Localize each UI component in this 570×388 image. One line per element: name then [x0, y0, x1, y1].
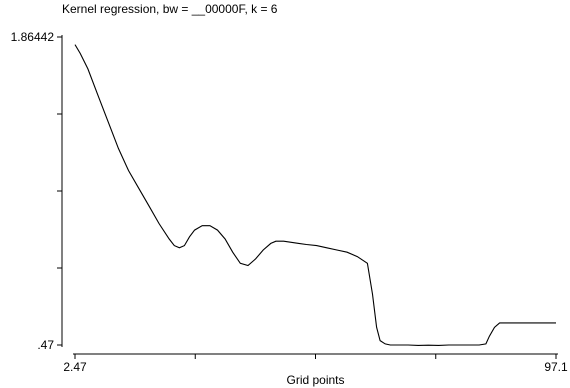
y-tick-label-min: .47: [37, 338, 54, 352]
axis-ticks: [57, 36, 557, 359]
series-line: [74, 44, 556, 346]
y-tick-label-max: 1.86442: [11, 30, 55, 44]
x-tick-label-min: 2.47: [63, 360, 87, 374]
x-tick-label-max: 97.1: [544, 360, 568, 374]
x-axis-label: Grid points: [286, 373, 344, 387]
chart-title: Kernel regression, bw = __00000F, k = 6: [62, 2, 278, 16]
